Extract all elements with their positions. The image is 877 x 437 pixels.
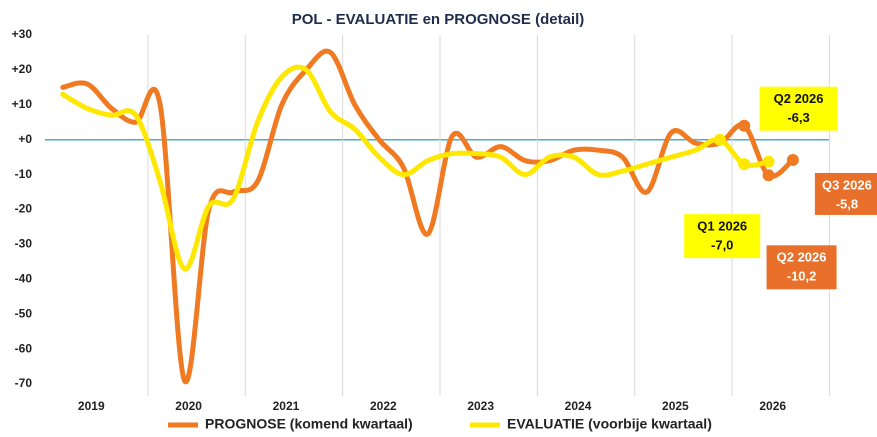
annotation-value: -5,8 (836, 196, 858, 211)
series-line (60, 48, 796, 385)
y-tick-label: +30 (12, 27, 33, 41)
annotation-value: -7,0 (711, 238, 733, 253)
y-tick-label: +0 (18, 132, 32, 146)
y-tick-label: -40 (15, 271, 33, 285)
point-marker (713, 133, 726, 146)
annotation-box (684, 214, 761, 259)
annotation-box (814, 172, 877, 215)
annotation-box (766, 245, 837, 290)
series-line (60, 64, 772, 272)
annotation-title: Q2 2026 (777, 250, 827, 265)
chart-title: POL - EVALUATIE en PROGNOSE (detail) (292, 11, 585, 28)
annotation-box (759, 86, 838, 131)
x-tick-label: 2026 (759, 399, 786, 413)
point-marker (762, 169, 775, 182)
point-marker (786, 153, 799, 166)
y-tick-label: +10 (12, 97, 33, 111)
x-tick-label: 2025 (662, 399, 689, 413)
point-marker (738, 158, 751, 171)
x-tick-label: 2021 (273, 399, 300, 413)
legend-label: EVALUATIE (voorbije kwartaal) (507, 416, 712, 432)
y-tick-label: -60 (15, 341, 33, 355)
x-tick-label: 2019 (78, 399, 105, 413)
y-tick-label: -10 (15, 167, 33, 181)
y-tick-label: -30 (15, 237, 33, 251)
x-tick-label: 2022 (370, 399, 397, 413)
y-tick-label: -70 (15, 376, 33, 390)
legend-label: PROGNOSE (komend kwartaal) (205, 416, 413, 432)
annotation-title: Q1 2026 (697, 219, 747, 234)
x-tick-label: 2020 (175, 399, 202, 413)
annotation-title: Q3 2026 (822, 177, 872, 192)
y-tick-label: -50 (15, 306, 33, 320)
y-tick-label: +20 (12, 62, 33, 76)
point-marker (738, 119, 751, 132)
point-marker (762, 155, 775, 168)
x-tick-label: 2023 (467, 399, 494, 413)
y-tick-label: -20 (15, 202, 33, 216)
annotation-value: -6,3 (787, 110, 809, 125)
annotation-value: -10,2 (787, 269, 817, 284)
x-tick-label: 2024 (565, 399, 592, 413)
annotation-title: Q2 2026 (774, 91, 824, 106)
